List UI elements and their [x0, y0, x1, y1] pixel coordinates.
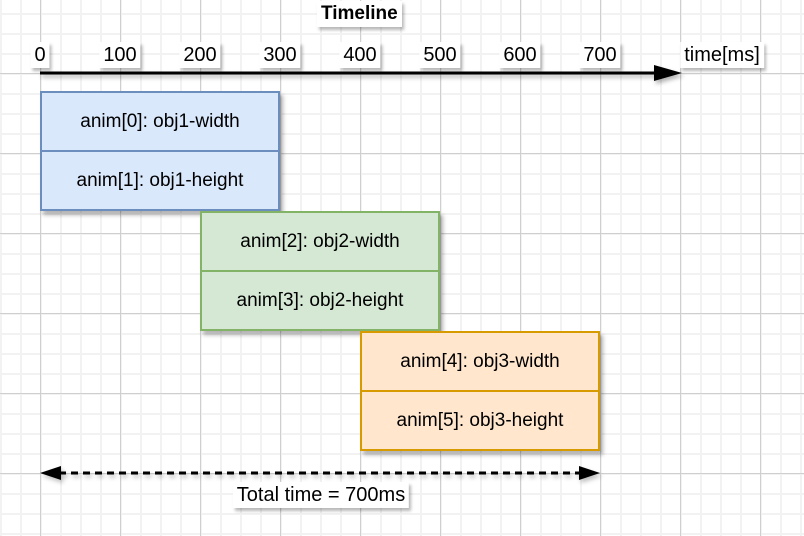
bar-anim0-obj1-width: anim[0]: obj1-width [42, 93, 278, 152]
time-axis-arrow [40, 65, 682, 81]
axis-tick-500: 500 [419, 42, 461, 68]
obj2-bar-group: anim[2]: obj2-width anim[3]: obj2-height [200, 211, 440, 331]
axis-unit-label: time[ms] [680, 42, 764, 68]
axis-tick-400: 400 [339, 42, 381, 68]
right-arrowhead-icon [579, 466, 600, 480]
axis-arrowhead-icon [654, 65, 682, 81]
axis-tick-0: 0 [30, 42, 50, 68]
total-time-arrow [40, 466, 600, 480]
bar-anim1-obj1-height: anim[1]: obj1-height [76, 169, 244, 191]
left-arrowhead-icon [40, 466, 61, 480]
bar-anim3-obj2-height: anim[3]: obj2-height [236, 289, 404, 311]
total-time-label: Total time = 700ms [232, 482, 410, 508]
axis-tick-700: 700 [579, 42, 621, 68]
bar-anim5-obj3-height: anim[5]: obj3-height [396, 409, 564, 431]
obj1-bar-group: anim[0]: obj1-width anim[1]: obj1-height [40, 91, 280, 211]
bar-anim2-obj2-width: anim[2]: obj2-width [202, 213, 438, 272]
diagram-title: Timeline [317, 1, 402, 27]
axis-tick-300: 300 [259, 42, 301, 68]
axis-tick-100: 100 [99, 42, 141, 68]
axis-tick-200: 200 [179, 42, 221, 68]
bar-anim4-obj3-width: anim[4]: obj3-width [362, 333, 598, 392]
obj3-bar-group: anim[4]: obj3-width anim[5]: obj3-height [360, 331, 600, 451]
axis-tick-600: 600 [499, 42, 541, 68]
